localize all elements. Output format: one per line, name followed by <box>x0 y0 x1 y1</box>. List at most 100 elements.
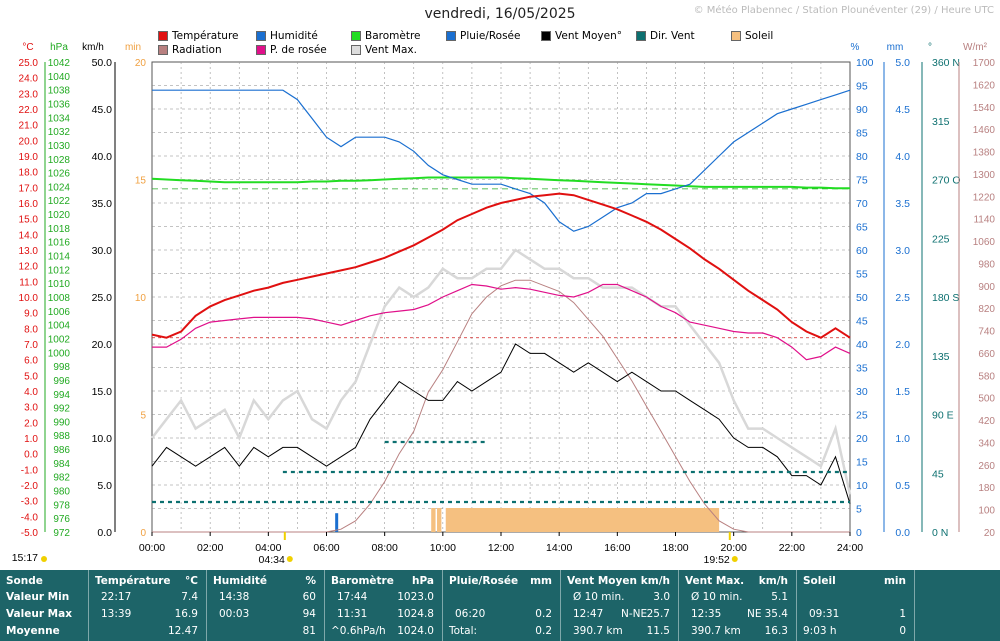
dir-tick: 225 <box>932 233 950 245</box>
baro-tick: 1012 <box>48 265 71 276</box>
hum-tick: 20 <box>856 433 868 445</box>
page-title: vendredi, 16/05/2025 <box>424 6 576 22</box>
hum-tick: 70 <box>856 198 868 210</box>
temp-tick: 12.0 <box>19 262 39 273</box>
dir-tick: 0 N <box>932 527 948 539</box>
summary-col-labels: Sonde Valeur Min Valeur Max Moyenne <box>6 575 72 637</box>
temp-tick: 15.0 <box>19 215 39 226</box>
time-tick: 02:00 <box>197 542 223 554</box>
sunshine-block-0 <box>431 508 436 532</box>
time-tick: 06:00 <box>313 542 339 554</box>
wind-tick: 5.0 <box>97 480 112 492</box>
sunset-label: 19:52 <box>704 554 730 566</box>
summary-table: Sonde Valeur Min Valeur Max Moyenne Temp… <box>0 570 1000 641</box>
rad-tick: 1380 <box>973 148 996 159</box>
hum-tick: 65 <box>856 222 868 234</box>
rad-tick: 500 <box>978 394 995 405</box>
temp-tick: 6.0 <box>24 356 38 367</box>
baro-tick: 1006 <box>48 307 71 318</box>
rain-swatch <box>446 31 456 41</box>
baro-tick: 996 <box>53 376 70 387</box>
baro-tick: 988 <box>53 431 70 442</box>
credit-text: © Météo Plabennec / Station Plounéventer… <box>693 5 994 16</box>
legend-item-dewpoint: P. de rosée <box>256 44 327 56</box>
baro-tick: 1042 <box>48 58 71 69</box>
baro-tick: 986 <box>53 445 70 456</box>
dewpoint-swatch <box>256 45 266 55</box>
sun-swatch <box>731 31 741 41</box>
hum-tick: 60 <box>856 245 868 257</box>
temp-tick: 5.0 <box>24 371 38 382</box>
series-vent-moyen- <box>151 343 851 504</box>
unit-temp: °C <box>22 42 33 53</box>
summary-col-humidity: Humidité % 14:38 60 00:03 94 81 <box>206 570 324 641</box>
rain-tick: 5.0 <box>895 57 910 69</box>
unit-hum: % <box>851 42 860 53</box>
series-barom-tre <box>151 176 850 190</box>
rain-tick: 3.0 <box>895 245 910 257</box>
rad-tick: 1300 <box>973 170 996 181</box>
wind-tick: 20.0 <box>92 339 113 351</box>
rad-tick: 580 <box>978 371 995 382</box>
series-vent-max- <box>151 248 852 495</box>
dir-tick: 45 <box>932 468 944 480</box>
hum-tick: 80 <box>856 151 868 163</box>
hum-tick: 0 <box>856 527 862 539</box>
hum-tick: 25 <box>856 410 868 422</box>
baro-tick: 1000 <box>48 348 71 359</box>
dir-tick: 180 S <box>932 292 959 304</box>
legend-item-rain: Pluie/Rosée <box>446 30 520 42</box>
baro-tick: 1010 <box>48 279 71 290</box>
sunrise-icon <box>286 556 293 562</box>
rad-tick: 660 <box>978 349 995 360</box>
baro-tick: 1020 <box>48 210 71 221</box>
baro-tick: 1016 <box>48 238 71 249</box>
temp-tick: 23.0 <box>19 89 39 100</box>
baro-tick: 984 <box>53 459 70 470</box>
baro-tick: 1008 <box>48 293 71 304</box>
baro-tick: 1002 <box>48 334 71 345</box>
unit-dir: ° <box>928 42 932 53</box>
baro-tick: 982 <box>53 473 70 484</box>
temp-tick: 17.0 <box>19 183 39 194</box>
legend-item-barometer: Baromètre <box>351 30 421 42</box>
sun-duration-label: 15:17 <box>12 552 38 564</box>
temp-tick: 4.0 <box>24 387 38 398</box>
barometer-swatch <box>351 31 361 41</box>
rain-tick: 2.0 <box>895 339 910 351</box>
wind-tick: 45.0 <box>92 104 113 116</box>
temp-tick: 13.0 <box>19 246 39 257</box>
baro-tick: 1024 <box>48 182 71 193</box>
hum-tick: 15 <box>856 457 868 469</box>
hum-tick: 45 <box>856 316 868 328</box>
series-temp-rature <box>151 192 851 339</box>
hum-tick: 10 <box>856 480 868 492</box>
temp-tick: 14.0 <box>19 230 39 241</box>
temp-tick: 22.0 <box>19 105 39 116</box>
summary-col-sun: Soleil min 09:31 1 9:03 h 0 <box>796 570 914 641</box>
rad-tick: 1460 <box>973 125 996 136</box>
time-tick: 24:00 <box>837 542 863 554</box>
temp-tick: 7.0 <box>24 340 38 351</box>
hum-tick: 55 <box>856 269 868 281</box>
baro-tick: 1004 <box>48 321 71 332</box>
temp-tick: 19.0 <box>19 152 39 163</box>
legend-item-wind-avg: Vent Moyen° <box>541 30 622 42</box>
wind-tick: 15.0 <box>92 386 113 398</box>
wind-tick: 40.0 <box>92 151 113 163</box>
legend-item-gust: Vent Max. <box>351 44 417 56</box>
rad-tick: 900 <box>978 282 995 293</box>
sun-tick: 0 <box>140 528 146 539</box>
temp-tick: 20.0 <box>19 136 39 147</box>
dir-tick: 135 <box>932 351 950 363</box>
temp-tick: 2.0 <box>24 418 38 429</box>
sun-tick: 10 <box>135 293 147 304</box>
temp-tick: 21.0 <box>19 121 39 132</box>
rad-tick: 1140 <box>973 215 995 226</box>
hum-tick: 5 <box>856 504 862 516</box>
time-tick: 18:00 <box>662 542 688 554</box>
baro-tick: 1032 <box>48 127 71 138</box>
rad-tick: 420 <box>978 416 995 427</box>
rain-tick: 4.5 <box>895 104 910 116</box>
baro-tick: 1028 <box>48 155 71 166</box>
